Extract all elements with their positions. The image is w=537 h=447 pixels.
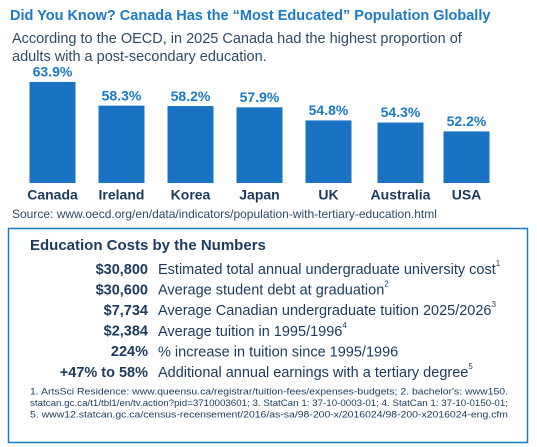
amount: $7,734	[104, 303, 148, 319]
cost-text: Additional annual earnings with a tertia…	[158, 362, 473, 381]
x-tick-label: USA	[452, 187, 482, 203]
cost-text: Average Canadian undergraduate tuition 2…	[158, 300, 497, 319]
costs-title: Education Costs by the Numbers	[30, 237, 266, 254]
amount: 224%	[111, 344, 148, 360]
bar	[305, 120, 352, 183]
x-tick-label: Japan	[239, 187, 279, 203]
cost-description: Average student debt at graduation	[158, 282, 384, 298]
bar	[167, 106, 214, 183]
bar	[29, 81, 76, 183]
amount: +47% to 58%	[60, 365, 148, 381]
bar	[443, 131, 490, 183]
value-label: 58.2%	[171, 88, 211, 104]
footnote: 1. ArtsSci Residence: www.queensu.ca/reg…	[30, 386, 508, 396]
footnote-ref: 5	[468, 362, 473, 371]
cost-description: Average Canadian undergraduate tuition 2…	[158, 303, 492, 319]
value-label: 57.9%	[240, 89, 280, 105]
value-label: 54.3%	[381, 104, 421, 120]
x-tick-label: Canada	[27, 187, 78, 203]
cost-description: Average tuition in 1995/1996	[158, 324, 342, 340]
cost-text: Average student debt at graduation2	[158, 280, 389, 299]
footnote: statcan.gc.ca/t1/tbl1/en/tv.action?pid=3…	[30, 398, 508, 408]
amount: $30,600	[96, 282, 148, 298]
x-tick-label: Ireland	[99, 187, 145, 203]
bar	[236, 107, 283, 183]
value-label: 58.3%	[102, 87, 142, 103]
footnote-ref: 1	[496, 259, 501, 268]
footnote-ref: 3	[492, 300, 497, 309]
bar	[377, 122, 424, 183]
amount: $30,800	[96, 262, 148, 278]
value-label: 63.9%	[33, 64, 73, 80]
cost-description: Additional annual earnings with a tertia…	[158, 365, 468, 381]
source: Source: www.oecd.org/en/data/indicators/…	[12, 207, 437, 221]
cost-description: Estimated total annual undergraduate uni…	[158, 262, 496, 278]
x-tick-label: Korea	[171, 187, 211, 203]
subtitle: According to the OECD, in 2025 Canada ha…	[12, 31, 463, 47]
footnote-ref: 2	[384, 280, 389, 289]
footnote: 5. www12.statcan.gc.ca/census-recensemen…	[30, 409, 508, 419]
costs-box	[7, 227, 529, 444]
cost-text: Average tuition in 1995/19964	[158, 321, 347, 340]
footnote-ref: 4	[342, 321, 347, 330]
cost-description: % increase in tuition since 1995/1996	[158, 344, 398, 360]
bar	[98, 105, 145, 183]
cost-text: Estimated total annual undergraduate uni…	[158, 259, 501, 278]
chart-title: Did You Know? Canada Has the “Most Educa…	[10, 8, 490, 24]
cost-text: % increase in tuition since 1995/1996	[158, 344, 398, 360]
x-tick-label: Australia	[371, 187, 431, 203]
amount: $2,384	[104, 324, 148, 340]
value-label: 54.8%	[309, 102, 349, 118]
value-label: 52.2%	[447, 113, 487, 129]
subtitle: adults with a post-secondary education.	[12, 49, 267, 65]
x-tick-label: UK	[318, 187, 338, 203]
